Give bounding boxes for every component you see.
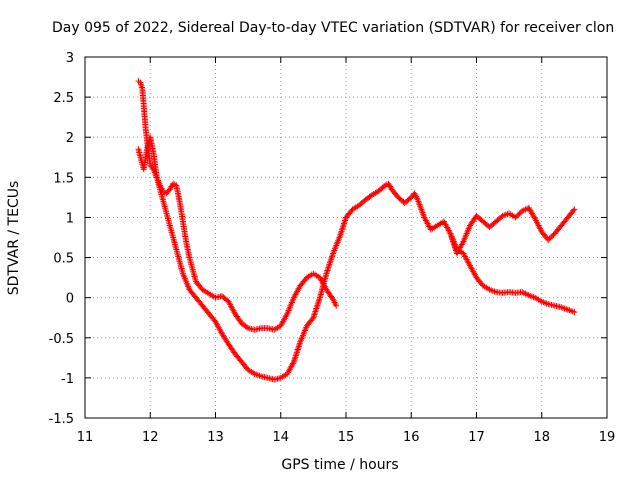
data-point-track-b [315,299,322,306]
data-point-track-b [338,226,345,233]
x-tick-label: 18 [533,430,550,445]
y-tick-label: 0 [66,292,74,307]
data-point-track-c [531,214,538,221]
data-point-track-c [549,233,556,240]
data-point-track-b [324,265,331,272]
chart-title: Day 095 of 2022, Sidereal Day-to-day VTE… [52,20,615,36]
data-point-track-b [313,303,320,310]
data-point-track-b [312,308,319,315]
data-point-track-c [547,234,554,241]
x-axis-label: GPS time / hours [281,457,399,473]
data-point-track-c [570,207,577,214]
data-point-track-b [341,219,348,226]
data-point-track-b [313,305,320,312]
data-point-track-b [292,354,299,361]
data-point-track-c [513,213,520,220]
data-point-track-a [333,302,340,309]
y-tick-label: 2.5 [53,91,74,106]
x-tick-label: 14 [272,430,289,445]
y-tick-label: 0.5 [53,252,74,267]
data-point-track-c [516,210,523,217]
data-point-track-a [243,324,250,331]
data-point-track-b [311,310,318,317]
x-tick-label: 11 [77,430,94,445]
data-point-track-b [337,229,344,236]
data-point-track-b [316,296,323,303]
data-point-track-c [571,206,578,213]
data-point-track-b [328,255,335,262]
data-point-track-b [314,300,321,307]
data-point-track-c [546,235,553,242]
data-point-track-b [327,258,334,265]
data-point-track-b [339,223,346,230]
data-point-track-b [342,215,349,222]
data-point-track-c [515,211,522,218]
x-tick-label: 16 [403,430,420,445]
data-point-track-b [324,267,331,274]
data-point-track-b [294,348,301,355]
y-tick-label: 1.5 [53,171,74,186]
x-tick-label: 15 [338,430,355,445]
data-point-track-b [314,302,321,309]
data-point-track-b [325,262,332,269]
x-tick-label: 12 [142,430,159,445]
data-point-track-c [545,236,552,243]
points-layer [135,78,578,383]
data-point-track-b [325,264,332,271]
x-tick-label: 19 [599,430,616,445]
y-tick-label: 1 [66,211,74,226]
data-point-track-b [338,228,345,235]
data-point-track-b [310,313,317,320]
data-point-track-c [512,214,519,221]
x-tick-label: 13 [207,430,224,445]
data-point-track-b [571,309,578,316]
data-point-track-b [292,352,299,359]
y-tick-label: -1.5 [49,412,74,427]
x-tick-label: 17 [468,430,485,445]
y-tick-label: 3 [66,51,74,66]
y-axis-label: SDTVAR / TECUs [6,180,22,296]
data-point-track-b [340,222,347,229]
data-point-track-b [294,346,301,353]
y-tick-label: 2 [66,131,74,146]
data-point-track-b [315,297,322,304]
data-point-track-b [323,269,330,276]
y-tick-label: -1 [61,372,74,387]
data-point-track-b [295,344,302,351]
data-point-track-b [293,351,300,358]
data-point-track-b [326,261,333,268]
y-tick-label: -0.5 [49,332,74,347]
data-point-track-b [326,259,333,266]
grid-layer [85,57,607,418]
tick-layer: 11 12 13 14 15 16 17 18 19 -1.5 -1 -0.5 0 0.5 1 1.5 2 2.5… [49,51,616,445]
data-point-track-b [339,225,346,232]
data-point-track-b [312,307,319,314]
data-point-track-b [295,343,302,350]
data-point-track-b [293,349,300,356]
